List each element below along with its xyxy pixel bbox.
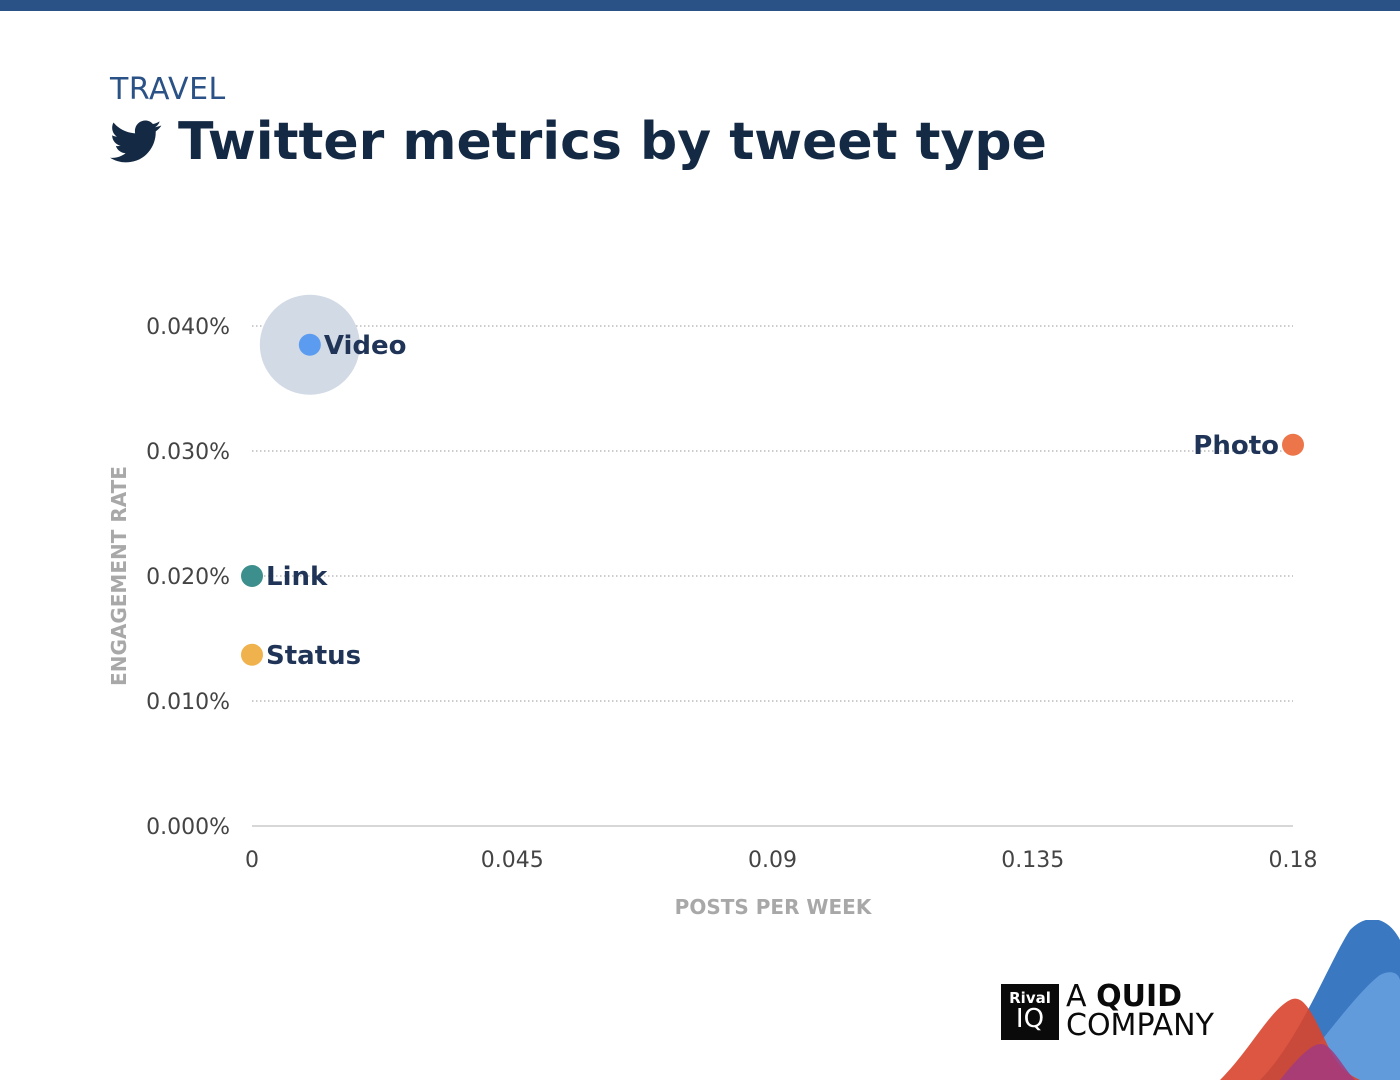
twitter-bird-icon (110, 120, 162, 163)
data-label-photo: Photo (1193, 431, 1279, 461)
x-tick-label: 0 (245, 848, 259, 873)
x-tick-label: 0.18 (1269, 848, 1318, 873)
x-axis-title: POSTS PER WEEK (675, 895, 873, 919)
rival-iq-logo: Rival IQ A QUID COMPANY (1001, 979, 1214, 1043)
x-tick-label: 0.09 (748, 848, 797, 873)
data-label-status: Status (266, 641, 361, 671)
top-accent-bar (0, 0, 1400, 11)
data-point-photo (1282, 433, 1304, 456)
y-tick-label: 0.000% (146, 815, 230, 840)
industry-label: TRAVEL (110, 72, 226, 107)
y-tick-label: 0.010% (146, 690, 230, 715)
decorative-wave-graphic (1220, 920, 1400, 1080)
data-label-video: Video (324, 331, 407, 361)
title-row: Twitter metrics by tweet type (110, 112, 1047, 172)
data-point-link (241, 565, 263, 587)
quid-company-tagline: A QUID COMPANY (1066, 979, 1214, 1043)
rival-iq-logo-box: Rival IQ (1001, 983, 1059, 1040)
data-point-video (298, 333, 321, 356)
data-point-status (241, 643, 263, 666)
y-axis-title: ENGAGEMENT RATE (107, 466, 131, 686)
x-tick-label: 0.045 (481, 848, 544, 873)
y-tick-label: 0.040% (146, 315, 230, 340)
y-tick-label: 0.030% (146, 440, 230, 465)
y-tick-label: 0.020% (146, 565, 230, 590)
x-tick-label: 0.135 (1001, 848, 1064, 873)
chart-title: Twitter metrics by tweet type (178, 112, 1047, 172)
data-label-link: Link (266, 562, 328, 592)
